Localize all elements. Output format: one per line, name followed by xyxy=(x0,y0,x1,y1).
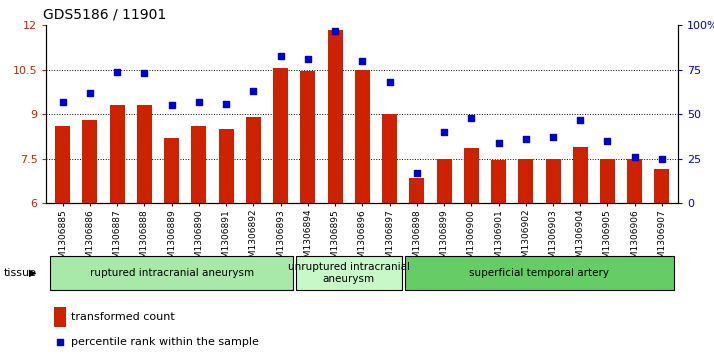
FancyBboxPatch shape xyxy=(405,256,674,290)
FancyBboxPatch shape xyxy=(51,256,293,290)
Point xyxy=(466,115,477,121)
Point xyxy=(193,99,205,105)
Point xyxy=(575,117,586,123)
Bar xyxy=(55,126,70,203)
Point xyxy=(411,170,423,176)
Text: tissue: tissue xyxy=(4,268,36,278)
Bar xyxy=(518,159,533,203)
Point xyxy=(275,53,286,58)
Point xyxy=(111,69,123,74)
Bar xyxy=(137,105,152,203)
Bar xyxy=(355,70,370,203)
Text: ▶: ▶ xyxy=(29,268,36,278)
Text: ruptured intracranial aneurysm: ruptured intracranial aneurysm xyxy=(90,268,253,278)
Point xyxy=(384,79,396,85)
Point xyxy=(548,135,559,140)
Point xyxy=(57,99,69,105)
Bar xyxy=(627,159,642,203)
Point xyxy=(221,101,232,107)
Bar xyxy=(328,30,343,203)
Text: superficial temporal artery: superficial temporal artery xyxy=(469,268,609,278)
Point xyxy=(629,154,640,160)
Text: GDS5186 / 11901: GDS5186 / 11901 xyxy=(43,8,166,22)
Point xyxy=(520,136,531,142)
Point xyxy=(54,339,66,345)
Point xyxy=(602,138,613,144)
Bar xyxy=(83,120,98,203)
Text: transformed count: transformed count xyxy=(71,311,175,322)
Point xyxy=(302,56,313,62)
Text: percentile rank within the sample: percentile rank within the sample xyxy=(71,337,259,347)
FancyBboxPatch shape xyxy=(296,256,402,290)
Bar xyxy=(436,159,451,203)
Point xyxy=(438,129,450,135)
Point xyxy=(139,70,150,76)
Bar xyxy=(491,160,506,203)
Bar xyxy=(218,129,233,203)
Bar xyxy=(464,148,479,203)
Point xyxy=(166,102,177,108)
Point xyxy=(493,140,504,146)
Bar xyxy=(409,178,424,203)
Bar xyxy=(655,169,670,203)
Bar xyxy=(246,117,261,203)
Point xyxy=(248,88,259,94)
Bar xyxy=(273,68,288,203)
Bar xyxy=(164,138,179,203)
Bar xyxy=(301,72,316,203)
Point xyxy=(356,58,368,64)
Bar xyxy=(600,159,615,203)
Point xyxy=(84,90,96,96)
Text: unruptured intracranial
aneurysm: unruptured intracranial aneurysm xyxy=(288,262,410,284)
Point xyxy=(656,156,668,162)
Bar xyxy=(382,114,397,203)
Bar xyxy=(573,147,588,203)
Point xyxy=(329,28,341,34)
Bar xyxy=(110,105,125,203)
Bar xyxy=(191,126,206,203)
Bar xyxy=(545,159,560,203)
